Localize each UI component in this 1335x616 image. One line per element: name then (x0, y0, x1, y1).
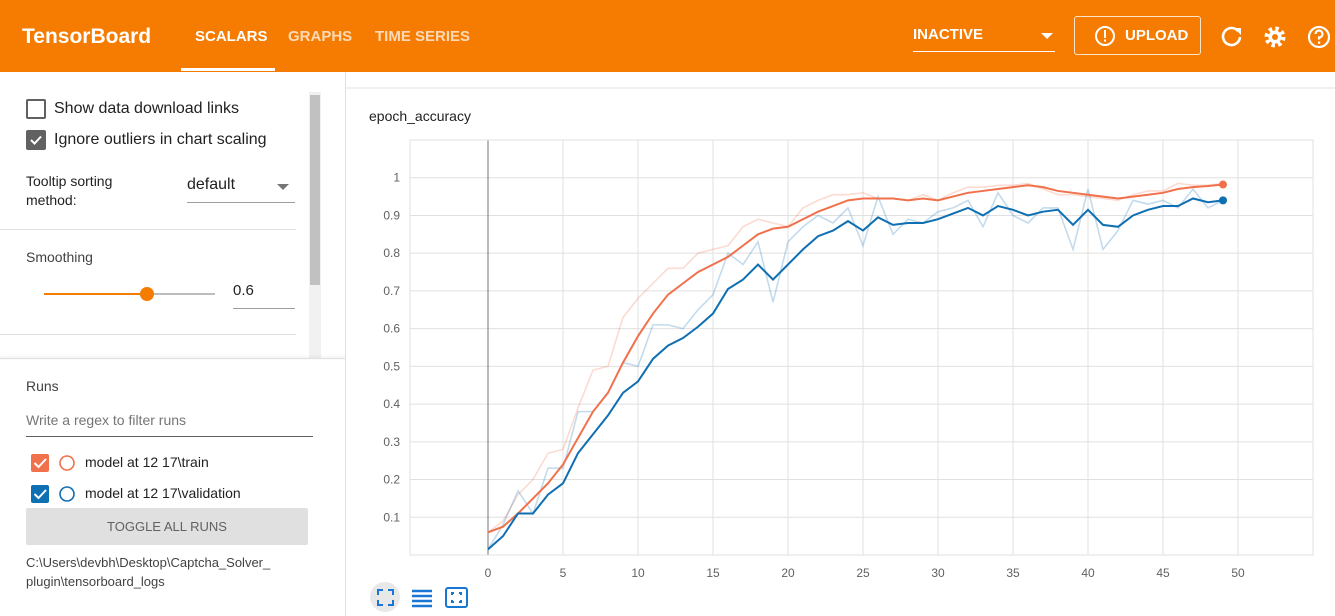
separator (0, 229, 296, 230)
sidebar: Show data download links Ignore outliers… (0, 72, 346, 616)
smoothed-line (487, 183, 1224, 534)
logdir: C:\Users\devbh\Desktop\Captcha_Solver_ p… (26, 553, 270, 591)
reload-icon[interactable] (1219, 24, 1245, 50)
y-tick-label: 0.5 (383, 359, 400, 373)
tab[interactable]: SCALARS (195, 28, 268, 45)
status-select[interactable]: INACTIVE (913, 26, 1055, 52)
smoothed-line (487, 197, 1224, 551)
panel-divider (0, 358, 345, 359)
tooltip-value: default (187, 176, 236, 193)
x-tick-label: 10 (631, 566, 645, 580)
slider-thumb[interactable] (139, 287, 154, 301)
dropdown-arrow (277, 184, 289, 190)
chart: epoch_accuracy 0.1 0.2 0.3 0.4 0.5 0.6 0.7 0.8 0… (346, 72, 1335, 616)
toggle-text: TOGGLE ALL RUNS (107, 519, 227, 534)
tab[interactable]: TIME SERIES (375, 28, 471, 45)
checkbox[interactable] (26, 99, 46, 119)
separator (0, 334, 296, 335)
chart-card (346, 72, 1335, 616)
info-icon (1095, 26, 1115, 46)
y-tick-label: 0.7 (383, 284, 400, 298)
dropdown-arrow (1041, 33, 1053, 39)
logdir-line: plugin\tensorboard_logs (26, 574, 165, 589)
run-name: model at 12 17\validation (85, 485, 241, 501)
logdir-line: C:\Users\devbh\Desktop\Captcha_Solver_ (26, 555, 271, 570)
header: TensorBoard SCALARS GRAPHS TIME SERIES I… (0, 0, 1335, 72)
x-tick-label: 30 (931, 566, 945, 580)
check-mark (33, 489, 47, 500)
scrollbar-thumb[interactable] (310, 95, 320, 285)
tab-indicator (181, 68, 275, 71)
run-color (59, 486, 75, 502)
filter-input[interactable]: Write a regex to filter runs (26, 412, 313, 437)
x-tick-label: 45 (1156, 566, 1170, 580)
runs-list: model at 12 17\train model at 12 17\vali… (0, 447, 345, 511)
x-tick-label: 0 (485, 566, 492, 580)
x-tick-label: 15 (706, 566, 720, 580)
run-checkbox[interactable] (31, 485, 49, 503)
x-tick-label: 20 (781, 566, 795, 580)
y-tick-label: 0.4 (383, 397, 400, 411)
fullscreen-button[interactable] (377, 589, 394, 606)
fullscreen-button-bg (370, 582, 400, 612)
chart-title: epoch_accuracy (369, 108, 471, 124)
help-icon[interactable] (1306, 24, 1332, 50)
runs-title: Runs (26, 378, 59, 394)
x-tick-label: 40 (1081, 566, 1095, 580)
x-tick-label: 35 (1006, 566, 1020, 580)
raw-line (487, 182, 1224, 534)
check-mark (33, 458, 47, 469)
slider-track[interactable] (44, 287, 215, 301)
plot-frame (409, 139, 1314, 556)
y-tick-label: 0.2 (383, 473, 400, 487)
run-checkbox[interactable] (31, 454, 49, 472)
x-tick-label: 50 (1231, 566, 1245, 580)
y-tick-label: 0.3 (383, 435, 400, 449)
app-title: TensorBoard (22, 25, 152, 48)
x-tick-label: 5 (560, 566, 567, 580)
smoothing-value: 0.6 (233, 282, 254, 299)
check-mark (30, 135, 42, 145)
tooltip-select[interactable]: default (187, 176, 295, 203)
settings-icon[interactable] (1262, 24, 1288, 50)
end-point (1219, 196, 1227, 205)
smoothing-label: Smoothing (26, 249, 93, 265)
scrollbar[interactable] (309, 92, 321, 358)
run-color (59, 455, 75, 471)
x-tick-label: 25 (856, 566, 870, 580)
end-point (1219, 180, 1227, 189)
tooltip-label: Tooltip sorting method: (26, 173, 113, 208)
filter-placeholder: Write a regex to filter runs (26, 412, 187, 428)
y-tick-label: 0.1 (383, 510, 400, 524)
y-tick-label: 0.6 (383, 322, 400, 336)
status-text: INACTIVE (913, 26, 984, 43)
run-marker (31, 454, 75, 472)
y-tick-label: 0.8 (383, 246, 400, 260)
upload-button[interactable]: UPLOAD (1074, 16, 1201, 55)
upload-text: UPLOAD (1125, 27, 1189, 44)
toggle-button[interactable]: TOGGLE ALL RUNS (26, 508, 308, 545)
fit-domain-button[interactable] (445, 587, 468, 608)
y-tick-label: 1 (393, 171, 400, 185)
smoothing-input[interactable]: 0.6 (233, 282, 295, 309)
checkbox[interactable] (26, 130, 46, 150)
checkbox-label: Ignore outliers in chart scaling (54, 131, 267, 148)
tab[interactable]: GRAPHS (288, 28, 353, 45)
checkbox-label: Show data download links (54, 100, 240, 117)
log-scale-button[interactable] (412, 589, 432, 608)
run-name: model at 12 17\train (85, 454, 209, 470)
y-tick-label: 0.9 (383, 208, 400, 222)
run-marker (31, 485, 75, 503)
slider-fill (44, 293, 147, 295)
